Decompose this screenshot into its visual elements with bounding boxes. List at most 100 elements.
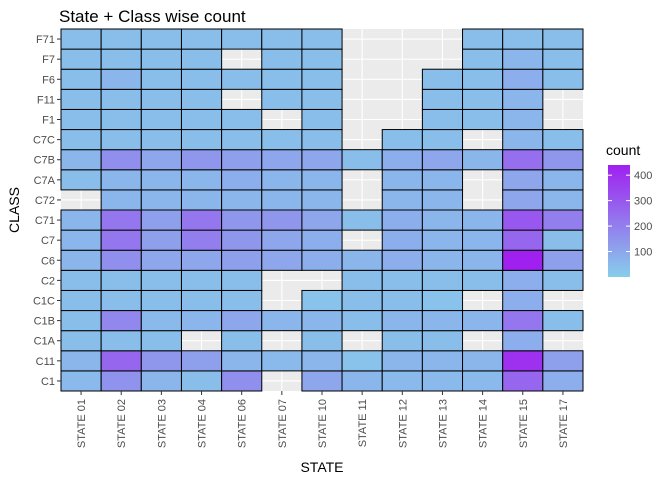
heatmap-cell [542, 48, 584, 70]
heatmap-cell [301, 209, 343, 231]
heatmap-cell [221, 28, 263, 50]
heatmap-cell [502, 169, 544, 191]
color-legend: count 100 200 300 400 [606, 142, 652, 277]
heatmap-cell [421, 350, 464, 372]
heatmap-cell [462, 88, 504, 110]
heatmap-cell [301, 310, 343, 332]
x-axis-ticks: STATE 01 STATE 02 STATE 03 STATE 04 STATE 06… [76, 391, 570, 448]
heatmap-cell [462, 28, 504, 50]
x-tick-label: STATE 13 [437, 399, 449, 448]
heatmap-cell [140, 28, 182, 50]
heatmap-cell [100, 289, 142, 312]
heatmap-cell [542, 68, 584, 90]
heatmap-cell [140, 88, 182, 110]
y-tick-label: C7B [34, 155, 55, 167]
heatmap-cell [381, 169, 423, 191]
heatmap-cell [502, 269, 544, 291]
heatmap-cell [301, 88, 343, 110]
heatmap-cell [180, 149, 223, 171]
legend-break-label: 400 [634, 170, 652, 182]
heatmap-cell [261, 209, 303, 231]
heatmap-cell [60, 370, 102, 392]
heatmap-cell [381, 310, 423, 332]
heatmap-cell [542, 169, 584, 191]
heatmap-cell [542, 229, 584, 251]
heatmap-cell [462, 370, 504, 392]
heatmap-cell [261, 229, 303, 251]
heatmap-cell [180, 350, 223, 372]
heatmap-cell [341, 209, 383, 231]
x-tick-label: STATE 12 [397, 399, 409, 448]
heatmap-cell [421, 108, 464, 131]
heatmap-cell [100, 68, 142, 90]
heatmap-cell [60, 48, 102, 70]
heatmap-cell [341, 310, 383, 332]
heatmap-cell [221, 249, 263, 271]
heatmap-cell [421, 269, 464, 291]
x-tick-label: STATE 02 [116, 399, 128, 448]
heatmap-cell [221, 229, 263, 251]
heatmap-cell [140, 209, 182, 231]
heatmap-cell [140, 68, 182, 90]
x-tick-label: STATE 04 [197, 399, 209, 448]
heatmap-cell [180, 28, 223, 50]
heatmap-cell [60, 350, 102, 372]
heatmap-cell [421, 68, 464, 90]
heatmap-cell [261, 68, 303, 90]
heatmap-cell [140, 189, 182, 211]
x-tick-label: STATE 01 [76, 399, 88, 448]
heatmap-cell [542, 209, 584, 231]
heatmap-cell [60, 310, 102, 332]
heatmap-cell [381, 149, 423, 171]
heatmap-cell [301, 289, 343, 312]
y-tick-label: F71 [36, 34, 55, 46]
y-tick-label: C2 [41, 275, 55, 287]
heatmap-cell [140, 149, 182, 171]
heatmap-cell [100, 330, 142, 352]
heatmap-cell [381, 249, 423, 271]
heatmap-cell [502, 330, 544, 352]
heatmap-cell [462, 209, 504, 231]
y-tick-label: C7A [34, 175, 56, 187]
heatmap-cell [301, 189, 343, 211]
y-tick-label: C7 [41, 235, 55, 247]
y-tick-label: C72 [35, 195, 55, 207]
y-tick-label: F6 [42, 74, 55, 86]
heatmap-cell [502, 28, 544, 50]
heatmap-cell [221, 169, 263, 191]
heatmap-cell [502, 68, 544, 90]
heatmap-cell [221, 330, 263, 352]
y-tick-label: F7 [42, 54, 55, 66]
heatmap-cell [421, 370, 464, 392]
heatmap-cell [261, 310, 303, 332]
heatmap-cell [502, 310, 544, 332]
heatmap-cell [140, 129, 182, 151]
heatmap-cell [221, 310, 263, 332]
heatmap-cell [542, 269, 584, 291]
heatmap-cell [301, 229, 343, 251]
heatmap-cell [180, 169, 223, 191]
heatmap-cell [462, 149, 504, 171]
heatmap-cell [180, 189, 223, 211]
legend-break-label: 200 [634, 221, 652, 233]
heatmap-cell [100, 48, 142, 70]
heatmap-cell [100, 209, 142, 231]
heatmap-cell [60, 149, 102, 171]
heatmap-cell [502, 249, 544, 271]
heatmap-cell [421, 189, 464, 211]
heatmap-cell [100, 249, 142, 271]
x-tick-label: STATE 03 [156, 399, 168, 448]
x-tick-label: STATE 17 [558, 399, 570, 448]
y-axis-title: CLASS [6, 187, 22, 233]
y-tick-label: C6 [41, 255, 55, 267]
heatmap-cell [301, 68, 343, 90]
heatmap-cell [261, 48, 303, 70]
heatmap-cell [180, 289, 223, 312]
heatmap-cell [421, 169, 464, 191]
heatmap-cell [381, 330, 423, 352]
heatmap-cell [462, 269, 504, 291]
heatmap-cell [421, 129, 464, 151]
heatmap-cell [100, 129, 142, 151]
heatmap-cell [221, 189, 263, 211]
heatmap-cell [542, 129, 584, 151]
